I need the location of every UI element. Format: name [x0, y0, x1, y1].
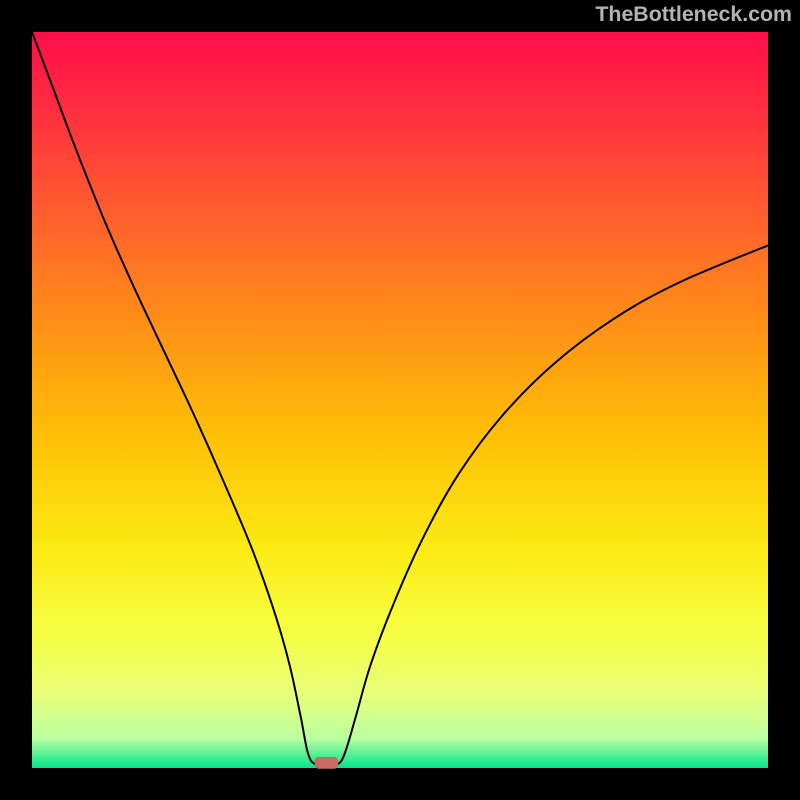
minimum-marker	[315, 757, 339, 769]
bottleneck-chart: TheBottleneck.com	[0, 0, 800, 800]
plot-background	[32, 32, 768, 768]
watermark-text: TheBottleneck.com	[595, 2, 792, 27]
chart-svg	[0, 0, 800, 800]
